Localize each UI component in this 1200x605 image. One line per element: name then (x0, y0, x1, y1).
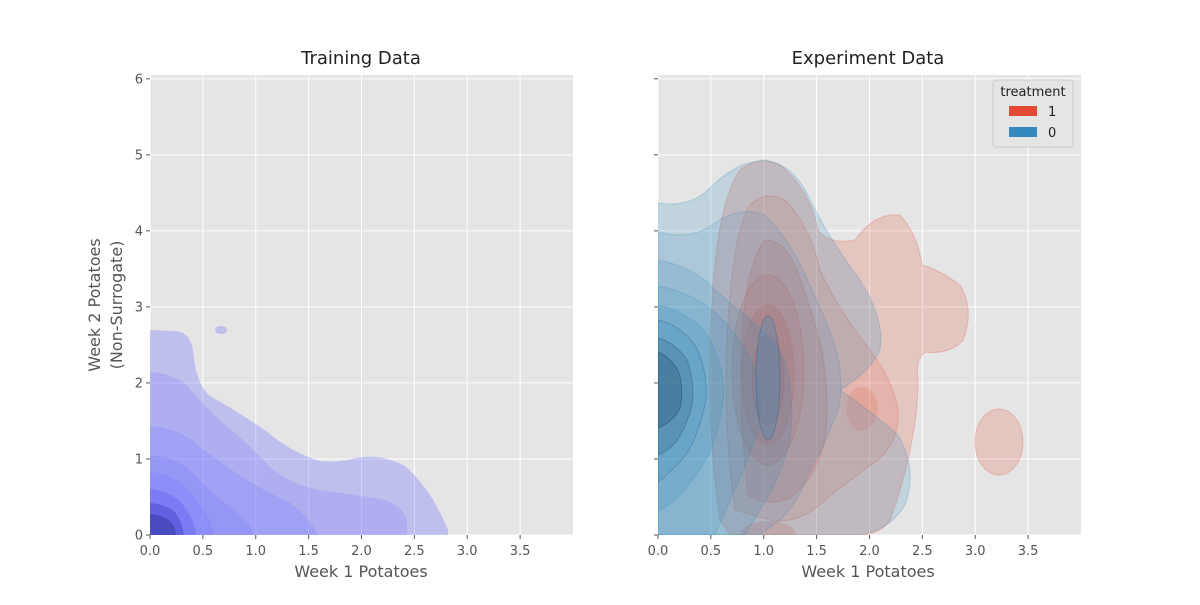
training-y-label-line-1: Week 2 Potatoes (85, 238, 104, 371)
x-tick-label: 1.5 (298, 544, 319, 559)
y-tick-label: 4 (135, 224, 143, 239)
legend-swatch-0 (1009, 127, 1037, 137)
x-tick-label: 2.5 (404, 544, 425, 559)
treatment-1-contour-2 (725, 195, 899, 522)
treatment-0-contour-2 (658, 211, 842, 535)
legend-swatch-1 (1009, 106, 1037, 116)
legend: treatment 1 0 (992, 79, 1074, 148)
y-tick-label: 2 (135, 376, 143, 391)
training-contour-4 (150, 455, 254, 535)
experiment-x-ticks: 0.0 0.5 1.0 1.5 2.0 2.5 3.0 3.5 (648, 535, 1039, 559)
training-contour-island (215, 326, 227, 334)
training-contour-1 (150, 330, 448, 535)
x-tick-label: 0.5 (701, 544, 722, 559)
y-tick-label: 1 (135, 452, 143, 467)
training-y-label-line-2: (Non-Surrogate) (107, 241, 126, 370)
x-tick-label: 1.5 (806, 544, 827, 559)
training-contour-3 (150, 426, 318, 535)
treatment-0-contour-8 (658, 351, 683, 429)
treatment-0-contour-center (755, 315, 781, 441)
x-tick-label: 3.5 (1018, 544, 1039, 559)
training-title: Training Data (300, 48, 421, 69)
treatment-1-contour-5 (731, 274, 805, 466)
y-tick-label: 0 (135, 529, 143, 544)
treatment-1-contour-bottom (740, 521, 796, 535)
treatment-1-contour-island (974, 408, 1024, 476)
legend-title: treatment (1000, 85, 1065, 100)
treatment-0-contour-5 (658, 304, 725, 513)
experiment-x-label: Week 1 Potatoes (801, 562, 934, 581)
x-tick-label: 1.0 (753, 544, 774, 559)
legend-label-1: 1 (1048, 105, 1056, 120)
treatment-1-density (709, 160, 1024, 535)
training-y-ticks: 0 1 2 3 4 5 6 (135, 72, 150, 544)
x-tick-label: 3.0 (965, 544, 986, 559)
experiment-panel: 0.0 0.5 1.0 1.5 2.0 2.5 3.0 3.5 Experiment Data… (648, 48, 1081, 581)
x-tick-label: 2.5 (912, 544, 933, 559)
treatment-0-contour-7 (658, 337, 694, 456)
experiment-grid (657, 75, 1081, 536)
training-x-ticks: 0.0 0.5 1.0 1.5 2.0 2.5 3.0 3.5 (140, 535, 531, 559)
x-tick-label: 0.5 (193, 544, 214, 559)
y-tick-label: 3 (135, 300, 143, 315)
training-x-label: Week 1 Potatoes (294, 562, 427, 581)
treatment-1-contour-4 (846, 387, 878, 431)
training-contour-2 (150, 372, 407, 535)
x-tick-label: 2.0 (859, 544, 880, 559)
training-panel: 0.0 0.5 1.0 1.5 2.0 2.5 3.0 3.5 0 1 2 3 4 5 6 Trainin… (85, 48, 573, 581)
treatment-1-contour-7 (751, 334, 785, 426)
x-tick-label: 1.0 (245, 544, 266, 559)
treatment-0-contour-1 (658, 159, 911, 535)
y-tick-label: 6 (135, 72, 143, 87)
treatment-0-density (658, 159, 911, 535)
treatment-0-contour-3 (658, 259, 793, 535)
x-tick-label: 2.0 (351, 544, 372, 559)
training-grid (149, 75, 573, 536)
x-tick-label: 0.0 (140, 544, 161, 559)
legend-label-0: 0 (1048, 126, 1056, 141)
training-density (150, 326, 448, 535)
y-tick-label: 5 (135, 148, 143, 163)
experiment-y-ticks (654, 78, 658, 536)
x-tick-label: 3.0 (457, 544, 478, 559)
treatment-0-contour-4 (658, 285, 761, 535)
x-tick-label: 3.5 (510, 544, 531, 559)
experiment-title: Experiment Data (792, 48, 945, 69)
training-contour-8 (150, 514, 176, 535)
treatment-1-contour-6 (741, 304, 795, 446)
treatment-1-contour-3 (740, 239, 828, 503)
treatment-1-contour-1 (709, 160, 969, 535)
x-tick-label: 0.0 (648, 544, 669, 559)
